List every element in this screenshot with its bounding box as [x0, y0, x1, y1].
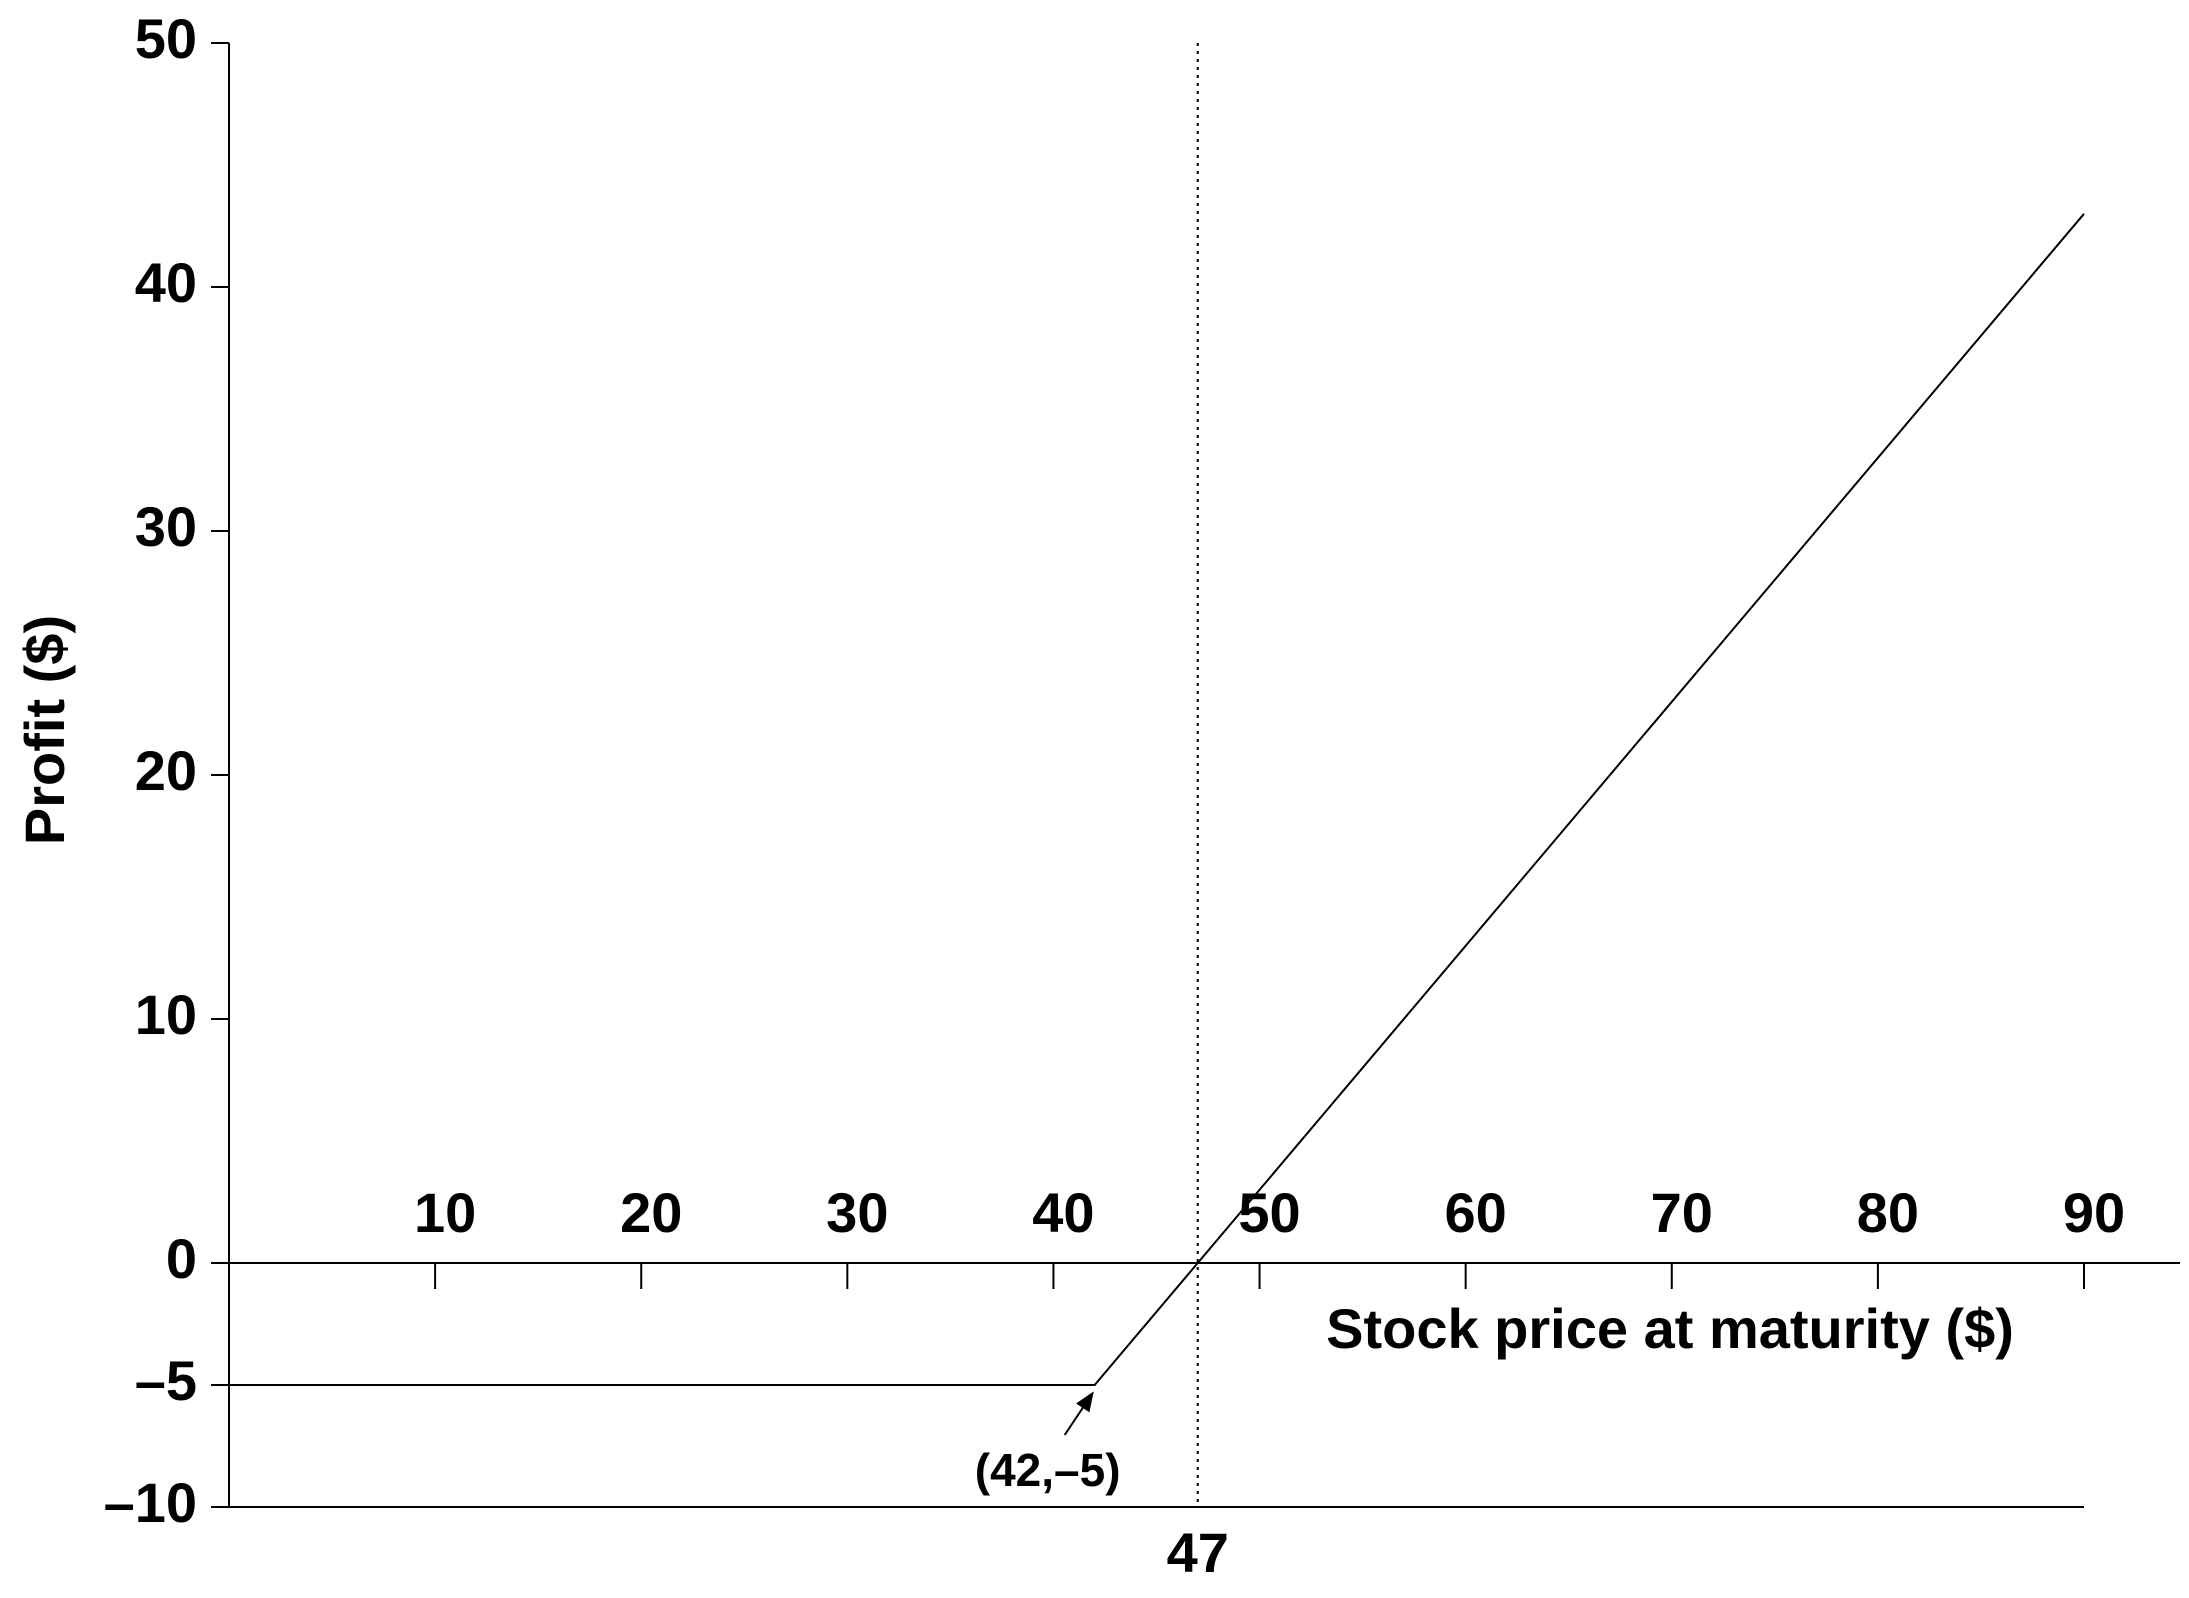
annotation: (42,–5) [975, 1444, 1121, 1496]
x-tick-label: 30 [826, 1181, 888, 1244]
y-tick-label: 40 [135, 251, 197, 314]
x-tick-label: 90 [2063, 1181, 2125, 1244]
y-axis-label: Profit ($) [13, 615, 76, 845]
x-tick-label: 20 [620, 1181, 682, 1244]
x-tick-label: 60 [1445, 1181, 1507, 1244]
y-tick-label: 50 [135, 7, 197, 70]
y-tick-label: 0 [166, 1227, 197, 1290]
profit-line [229, 213, 2085, 1386]
x-tick-label: 80 [1857, 1181, 1919, 1244]
y-tick-label: 10 [135, 983, 197, 1046]
x-tick-label: 10 [414, 1181, 476, 1244]
y-tick-label: –10 [104, 1471, 197, 1534]
x-tick-label: 50 [1238, 1181, 1300, 1244]
reference-label: 47 [1167, 1521, 1229, 1584]
x-tick-label: 70 [1651, 1181, 1713, 1244]
y-tick-label: 30 [135, 495, 197, 558]
x-axis-label: Stock price at maturity ($) [1326, 1297, 2014, 1360]
y-tick-label: –5 [135, 1349, 197, 1412]
annotation-arrow [1063, 1391, 1094, 1436]
x-tick-label: 40 [1032, 1181, 1094, 1244]
y-tick-label: 20 [135, 739, 197, 802]
